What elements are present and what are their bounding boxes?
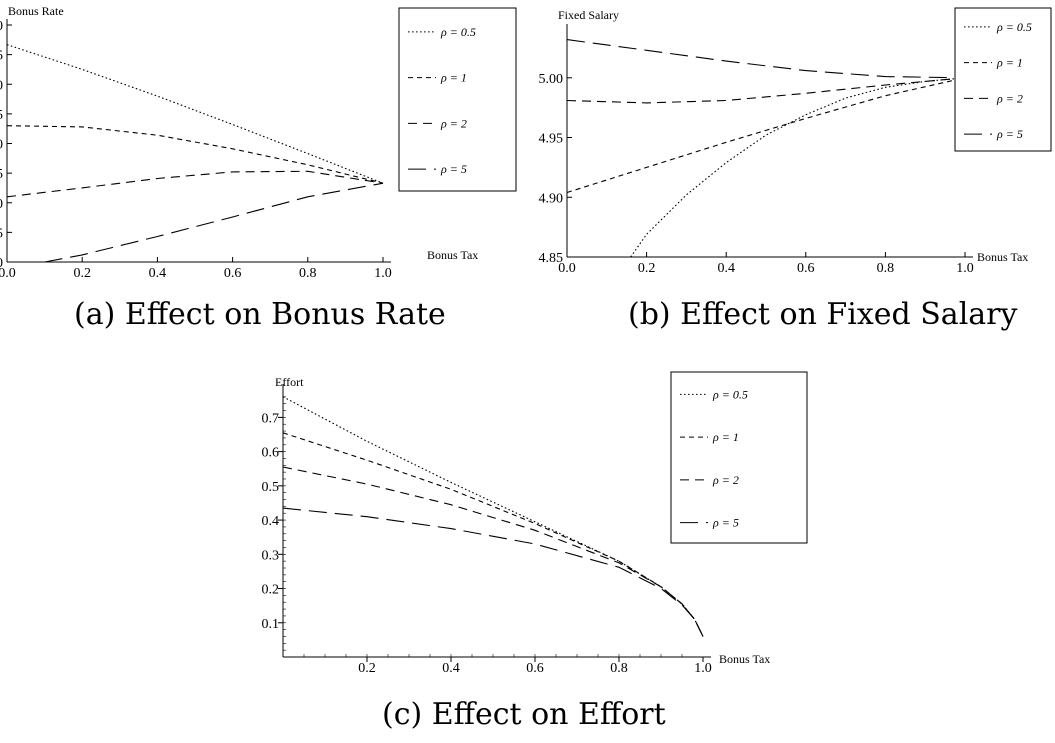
x-tick-label: 0.6 xyxy=(797,261,815,276)
x-tick-label: 1.0 xyxy=(694,661,712,676)
caption-fixed-salary: (b) Effect on Fixed Salary xyxy=(628,297,1018,332)
x-tick-label: 0.0 xyxy=(0,266,16,281)
legend-box xyxy=(670,371,808,544)
series-line-short xyxy=(566,77,966,194)
y-tick-label: 4.85 xyxy=(539,251,564,266)
x-tick-label: 0.4 xyxy=(442,661,460,676)
legend-label: ρ = 2 xyxy=(440,116,467,130)
legend-label: ρ = 0.5 xyxy=(440,25,476,39)
series-line-short xyxy=(6,125,384,184)
x-tick-label: 0.8 xyxy=(610,661,628,676)
legend-label: ρ = 2 xyxy=(996,91,1023,105)
x-tick-label: 0.0 xyxy=(558,261,576,276)
legend-label: ρ = 5 xyxy=(440,162,467,176)
legend-label: ρ = 5 xyxy=(996,127,1023,141)
y-tick-label: 4.90 xyxy=(539,191,564,206)
y-tick-label: 4.95 xyxy=(539,132,564,147)
x-tick-label: 0.8 xyxy=(299,266,317,281)
x-tick-label: 0.4 xyxy=(149,266,167,281)
y-tick-label: 0.35 xyxy=(0,167,3,182)
caption-bonus-rate: (a) Effect on Bonus Rate xyxy=(74,297,446,332)
x-tick-label: 0.2 xyxy=(358,661,376,676)
series-line-dotted xyxy=(6,44,384,184)
series-line-long xyxy=(282,507,704,637)
x-tick-label: 0.6 xyxy=(526,661,544,676)
series-line-medium xyxy=(566,77,966,104)
y-axis-label: Effort xyxy=(275,375,304,389)
y-tick-label: 0.60 xyxy=(0,19,3,34)
y-axis-label: Fixed Salary xyxy=(558,8,619,22)
y-tick-label: 5.00 xyxy=(539,72,564,87)
y-tick-label: 0.50 xyxy=(0,78,3,93)
series-line-long xyxy=(44,182,384,263)
y-tick-label: 0.55 xyxy=(0,49,3,64)
caption-effort: (c) Effect on Effort xyxy=(382,697,666,732)
x-axis-label: Bonus Tax xyxy=(427,248,478,262)
x-axis-label: Bonus Tax xyxy=(977,250,1028,264)
legend-label: ρ = 0.5 xyxy=(712,387,748,401)
y-tick-label: 0.30 xyxy=(0,197,3,212)
x-tick-label: 1.0 xyxy=(956,261,974,276)
legend-box xyxy=(954,7,1052,152)
y-tick-label: 0.2 xyxy=(262,583,280,598)
y-tick-label: 0.45 xyxy=(0,108,3,123)
y-tick-label: 0.25 xyxy=(0,226,3,241)
series-line-short xyxy=(282,432,704,637)
y-axis-label: Bonus Rate xyxy=(8,4,64,18)
y-tick-label: 0.4 xyxy=(262,514,280,529)
legend-label: ρ = 1 xyxy=(440,71,467,85)
series-line-medium xyxy=(6,170,384,198)
series-line-dotted xyxy=(630,77,966,258)
y-tick-label: 0.40 xyxy=(0,138,3,153)
y-tick-label: 0.20 xyxy=(0,256,3,271)
legend-label: ρ = 1 xyxy=(712,430,739,444)
x-tick-label: 0.2 xyxy=(638,261,656,276)
x-tick-label: 0.4 xyxy=(717,261,735,276)
x-tick-label: 0.6 xyxy=(224,266,242,281)
legend-box xyxy=(398,7,517,192)
series-line-medium xyxy=(282,466,704,637)
x-axis-label: Bonus Tax xyxy=(719,652,770,666)
series-line-long xyxy=(566,39,966,79)
y-tick-label: 0.5 xyxy=(262,480,280,495)
legend-label: ρ = 0.5 xyxy=(996,20,1032,34)
x-tick-label: 0.2 xyxy=(73,266,91,281)
legend-label: ρ = 5 xyxy=(712,516,739,530)
y-tick-label: 0.6 xyxy=(262,446,280,461)
y-tick-label: 0.3 xyxy=(262,548,280,563)
x-tick-label: 0.8 xyxy=(877,261,895,276)
y-tick-label: 0.7 xyxy=(262,411,280,426)
legend-label: ρ = 1 xyxy=(996,56,1023,70)
series-line-dotted xyxy=(282,396,704,637)
legend-label: ρ = 2 xyxy=(712,473,739,487)
y-tick-label: 0.1 xyxy=(262,617,280,632)
x-tick-label: 1.0 xyxy=(374,266,392,281)
